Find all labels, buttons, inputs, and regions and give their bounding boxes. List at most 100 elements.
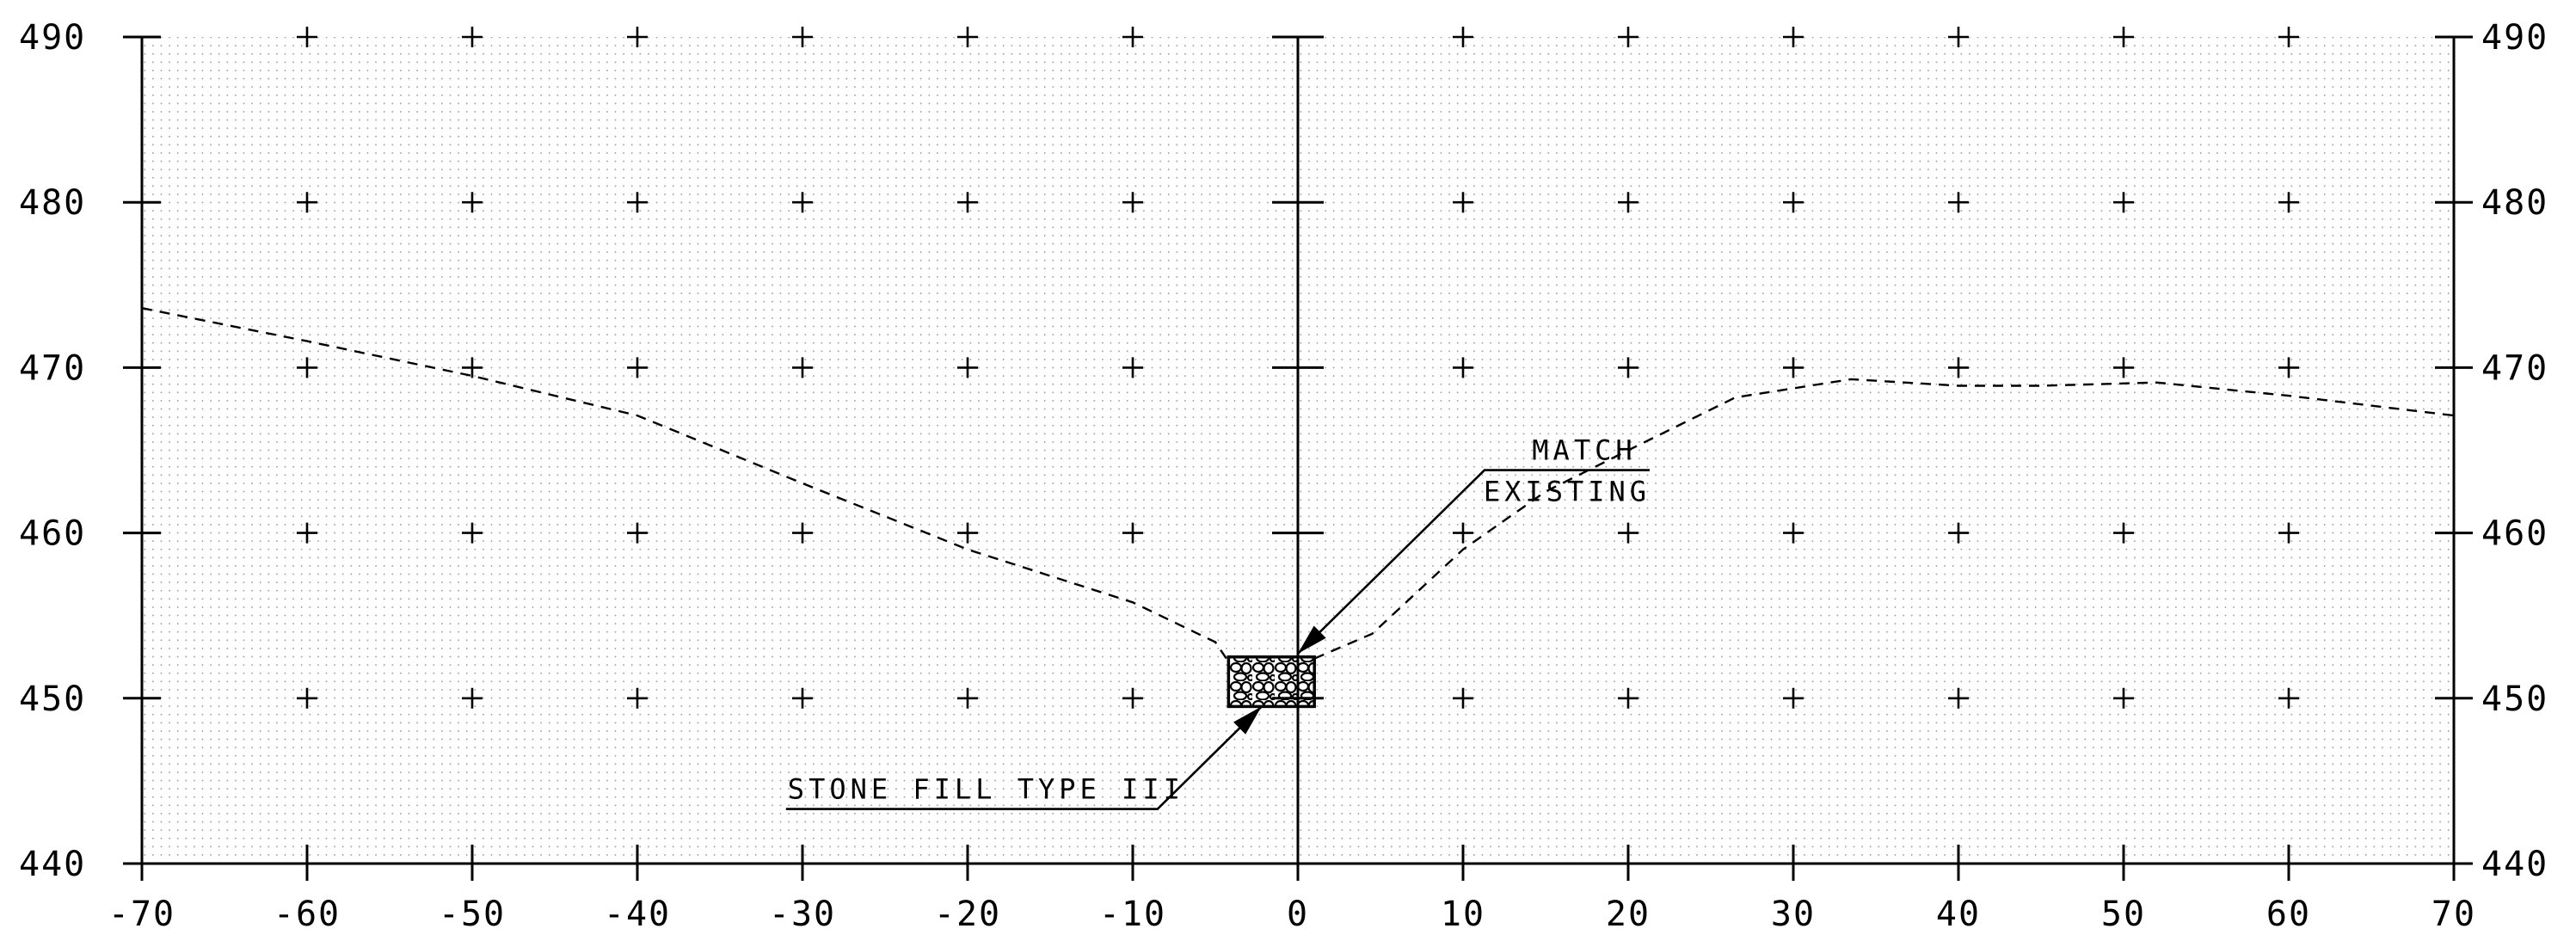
grid-plus-mark [1948,192,1969,213]
grid-plus-mark [792,522,813,544]
grid-plus-mark [462,357,483,378]
match-existing-label-line-1: MATCH [1532,434,1636,467]
grid-plus-mark [1618,357,1638,378]
grid-plus-mark [1783,687,1804,709]
grid-plus-mark [1453,27,1473,47]
grid-plus-mark [627,27,648,47]
y-tick-label-right: 460 [2481,514,2548,554]
x-tick-label: 50 [2101,895,2146,934]
grid-plus-mark [1948,27,1969,47]
y-tick-label-left: 470 [19,348,86,388]
grid-plus-mark [297,687,317,709]
grid-plus-mark [1783,357,1804,378]
grid-plus-mark [1122,357,1143,378]
grid-plus-mark [627,357,648,378]
x-tick-label: -60 [274,895,341,934]
grid-plus-mark [627,192,648,213]
grid-plus-mark [297,192,317,213]
grid-plus-mark [2278,687,2299,709]
stone-fill-arrowhead [1233,706,1262,735]
x-tick-label: 20 [1606,895,1651,934]
grid-plus-mark [1618,27,1638,47]
x-tick-label: -10 [1099,895,1166,934]
x-tick-label: -50 [439,895,506,934]
grid-plus-mark [297,357,317,378]
grid-plus-mark [1122,522,1143,544]
x-tick-label: 30 [1771,895,1816,934]
y-tick-label-right: 450 [2481,680,2548,719]
y-tick-label-right: 470 [2481,348,2548,388]
y-tick-label-right: 490 [2481,18,2548,58]
grid-plus-mark [1783,522,1804,544]
grid-plus-mark [1783,27,1804,47]
grid-plus-mark [462,27,483,47]
grid-plus-mark [462,687,483,709]
stone-fill-label: STONE FILL TYPE III [788,773,1184,806]
x-tick-label: 60 [2266,895,2311,934]
grid-plus-mark [1948,522,1969,544]
axis-layer [123,35,2473,881]
grid-plus-mark [792,357,813,378]
grid-plus-mark [957,357,978,378]
x-tick-label: -20 [934,895,1001,934]
tick-label-layer: 440 440 450 450 460 460 470 470 480 480 490 490 -70 -… [19,18,2548,934]
grid-plus-mark [957,687,978,709]
grid-plus-mark [627,522,648,544]
y-tick-label-right: 440 [2481,845,2548,884]
grid-plus-mark [297,522,317,544]
grid-plus-mark [1122,687,1143,709]
grid-plus-mark [1453,357,1473,378]
x-tick-label: -40 [604,895,671,934]
grid-plus-mark [1783,192,1804,213]
grid-plus-mark [2278,27,2299,47]
grid-plus-mark [792,192,813,213]
y-tick-label-left: 460 [19,514,86,554]
x-tick-label: 0 [1287,895,1309,934]
grid-plus-mark [1453,192,1473,213]
grid-plus-mark [1122,27,1143,47]
grid-plus-mark [297,27,317,47]
grid-plus-mark [2278,522,2299,544]
grid-plus-mark [1948,357,1969,378]
y-tick-label-right: 480 [2481,183,2548,223]
grid-plus-mark [1618,192,1638,213]
grid-plus-mark [1618,522,1638,544]
grid-layer [297,27,2299,709]
y-tick-label-left: 480 [19,183,86,223]
match-existing-arrowhead [1298,625,1326,654]
x-tick-label: -30 [769,895,836,934]
grid-plus-mark [627,687,648,709]
y-tick-label-left: 490 [19,18,86,58]
x-tick-label: 40 [1936,895,1981,934]
ground-profile-line-1 [141,307,1230,663]
grid-plus-mark [792,687,813,709]
match-existing-label-line-2: EXISTING [1484,476,1651,508]
y-tick-label-left: 450 [19,680,86,719]
grid-plus-mark [2113,357,2134,378]
grid-plus-mark [462,192,483,213]
grid-plus-mark [1453,522,1473,544]
x-tick-label: -70 [108,895,175,934]
grid-plus-mark [2278,357,2299,378]
match-existing-leader-line [1297,469,1650,655]
grid-plus-mark [792,27,813,47]
grid-plus-mark [1948,687,1969,709]
y-tick-label-left: 440 [19,845,86,884]
stone-fill-leader-line [785,705,1263,810]
grid-plus-mark [1618,687,1638,709]
x-tick-label: 70 [2432,895,2476,934]
grid-plus-mark [2113,27,2134,47]
grid-plus-mark [957,192,978,213]
grid-plus-mark [462,522,483,544]
grid-plus-mark [1122,192,1143,213]
x-tick-label: 10 [1441,895,1485,934]
grid-plus-mark [2113,192,2134,213]
grid-plus-mark [1453,687,1473,709]
grid-plus-mark [957,522,978,544]
grid-plus-mark [2278,192,2299,213]
annotation-layer: STONE FILL TYPE III MATCH EXISTING [785,434,1651,810]
grid-plus-mark [2113,687,2134,709]
grid-plus-mark [2113,522,2134,544]
ground-profile-line-2 [1313,378,2455,660]
